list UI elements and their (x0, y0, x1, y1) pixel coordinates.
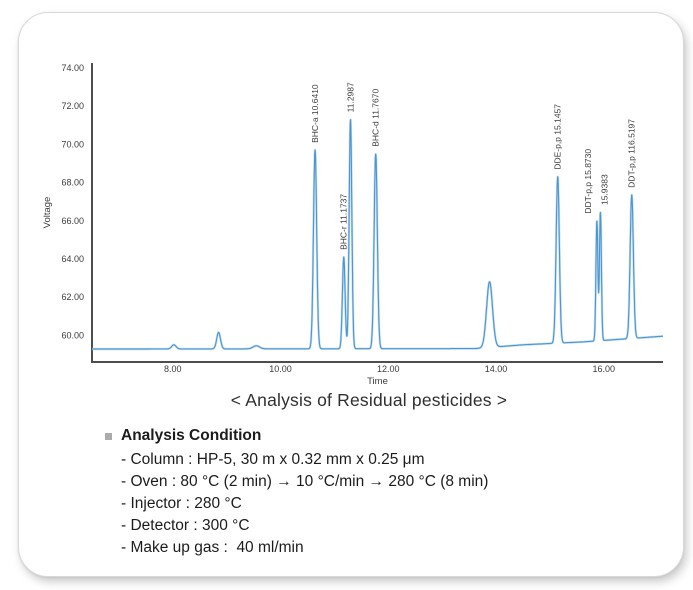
condition-oven: - Oven : 80 °C (2 min) → 10 °C/min → 280… (121, 473, 489, 490)
peak-label: 11.2987 (345, 82, 355, 112)
axes (91, 63, 663, 363)
peak-label: 15.9383 (599, 174, 609, 205)
y-axis-title: Voltage (42, 197, 53, 229)
analysis-conditions-section: Analysis Condition - Column : HP-5, 30 m… (105, 427, 488, 559)
x-tick-label: 16.00 (592, 364, 615, 374)
y-tick-label: 66.00 (61, 216, 84, 226)
peak-label: BHC-d 11.7670 (371, 89, 381, 147)
figure-card: 60.00 62.00 64.00 66.00 68.00 70.00 72.00 74.00… (18, 12, 684, 577)
square-bullet-icon (105, 433, 112, 440)
chromatogram-trace (91, 119, 664, 350)
y-tick-label: 72.00 (61, 101, 84, 111)
x-tick-label: 8.00 (164, 364, 182, 374)
peak-label: DDE-p,p 15.1457 (553, 104, 563, 170)
condition-injector: - Injector : 280 °C (121, 495, 242, 512)
y-tick-label: 68.00 (61, 178, 84, 188)
analysis-conditions-list: - Column : HP-5, 30 m x 0.32 mm x 0.25 μ… (121, 449, 488, 559)
y-tick-label: 70.00 (61, 139, 84, 149)
x-tick-label: 10.00 (269, 364, 292, 374)
condition-makeup-gas: - Make up gas : 40 ml/min (121, 539, 304, 556)
x-axis-title: Time (367, 376, 388, 387)
chromatogram-chart: 60.00 62.00 64.00 66.00 68.00 70.00 72.00 74.00… (19, 13, 693, 393)
x-tick-label: 14.00 (485, 364, 508, 374)
condition-detector: - Detector : 300 °C (121, 517, 250, 534)
y-tick-label: 60.00 (61, 330, 84, 340)
analysis-conditions-header: Analysis Condition (105, 427, 488, 445)
analysis-conditions-title: Analysis Condition (121, 427, 262, 444)
peak-label: BHC-a 10.6410 (310, 84, 320, 143)
condition-column: - Column : HP-5, 30 m x 0.32 mm x 0.25 μ… (121, 451, 425, 468)
y-tick-label: 62.00 (61, 292, 84, 302)
peak-label: DDT-p,p 15.8730 (583, 149, 593, 214)
peak-label: BHC-r 11.1737 (339, 194, 349, 250)
y-tick-label: 74.00 (61, 63, 84, 73)
y-tick-label: 64.00 (61, 254, 84, 264)
chart-caption: < Analysis of Residual pesticides > (230, 390, 508, 410)
x-tick-label: 12.00 (377, 364, 400, 374)
peak-label: DDT-p,p 116.5197 (627, 119, 637, 188)
